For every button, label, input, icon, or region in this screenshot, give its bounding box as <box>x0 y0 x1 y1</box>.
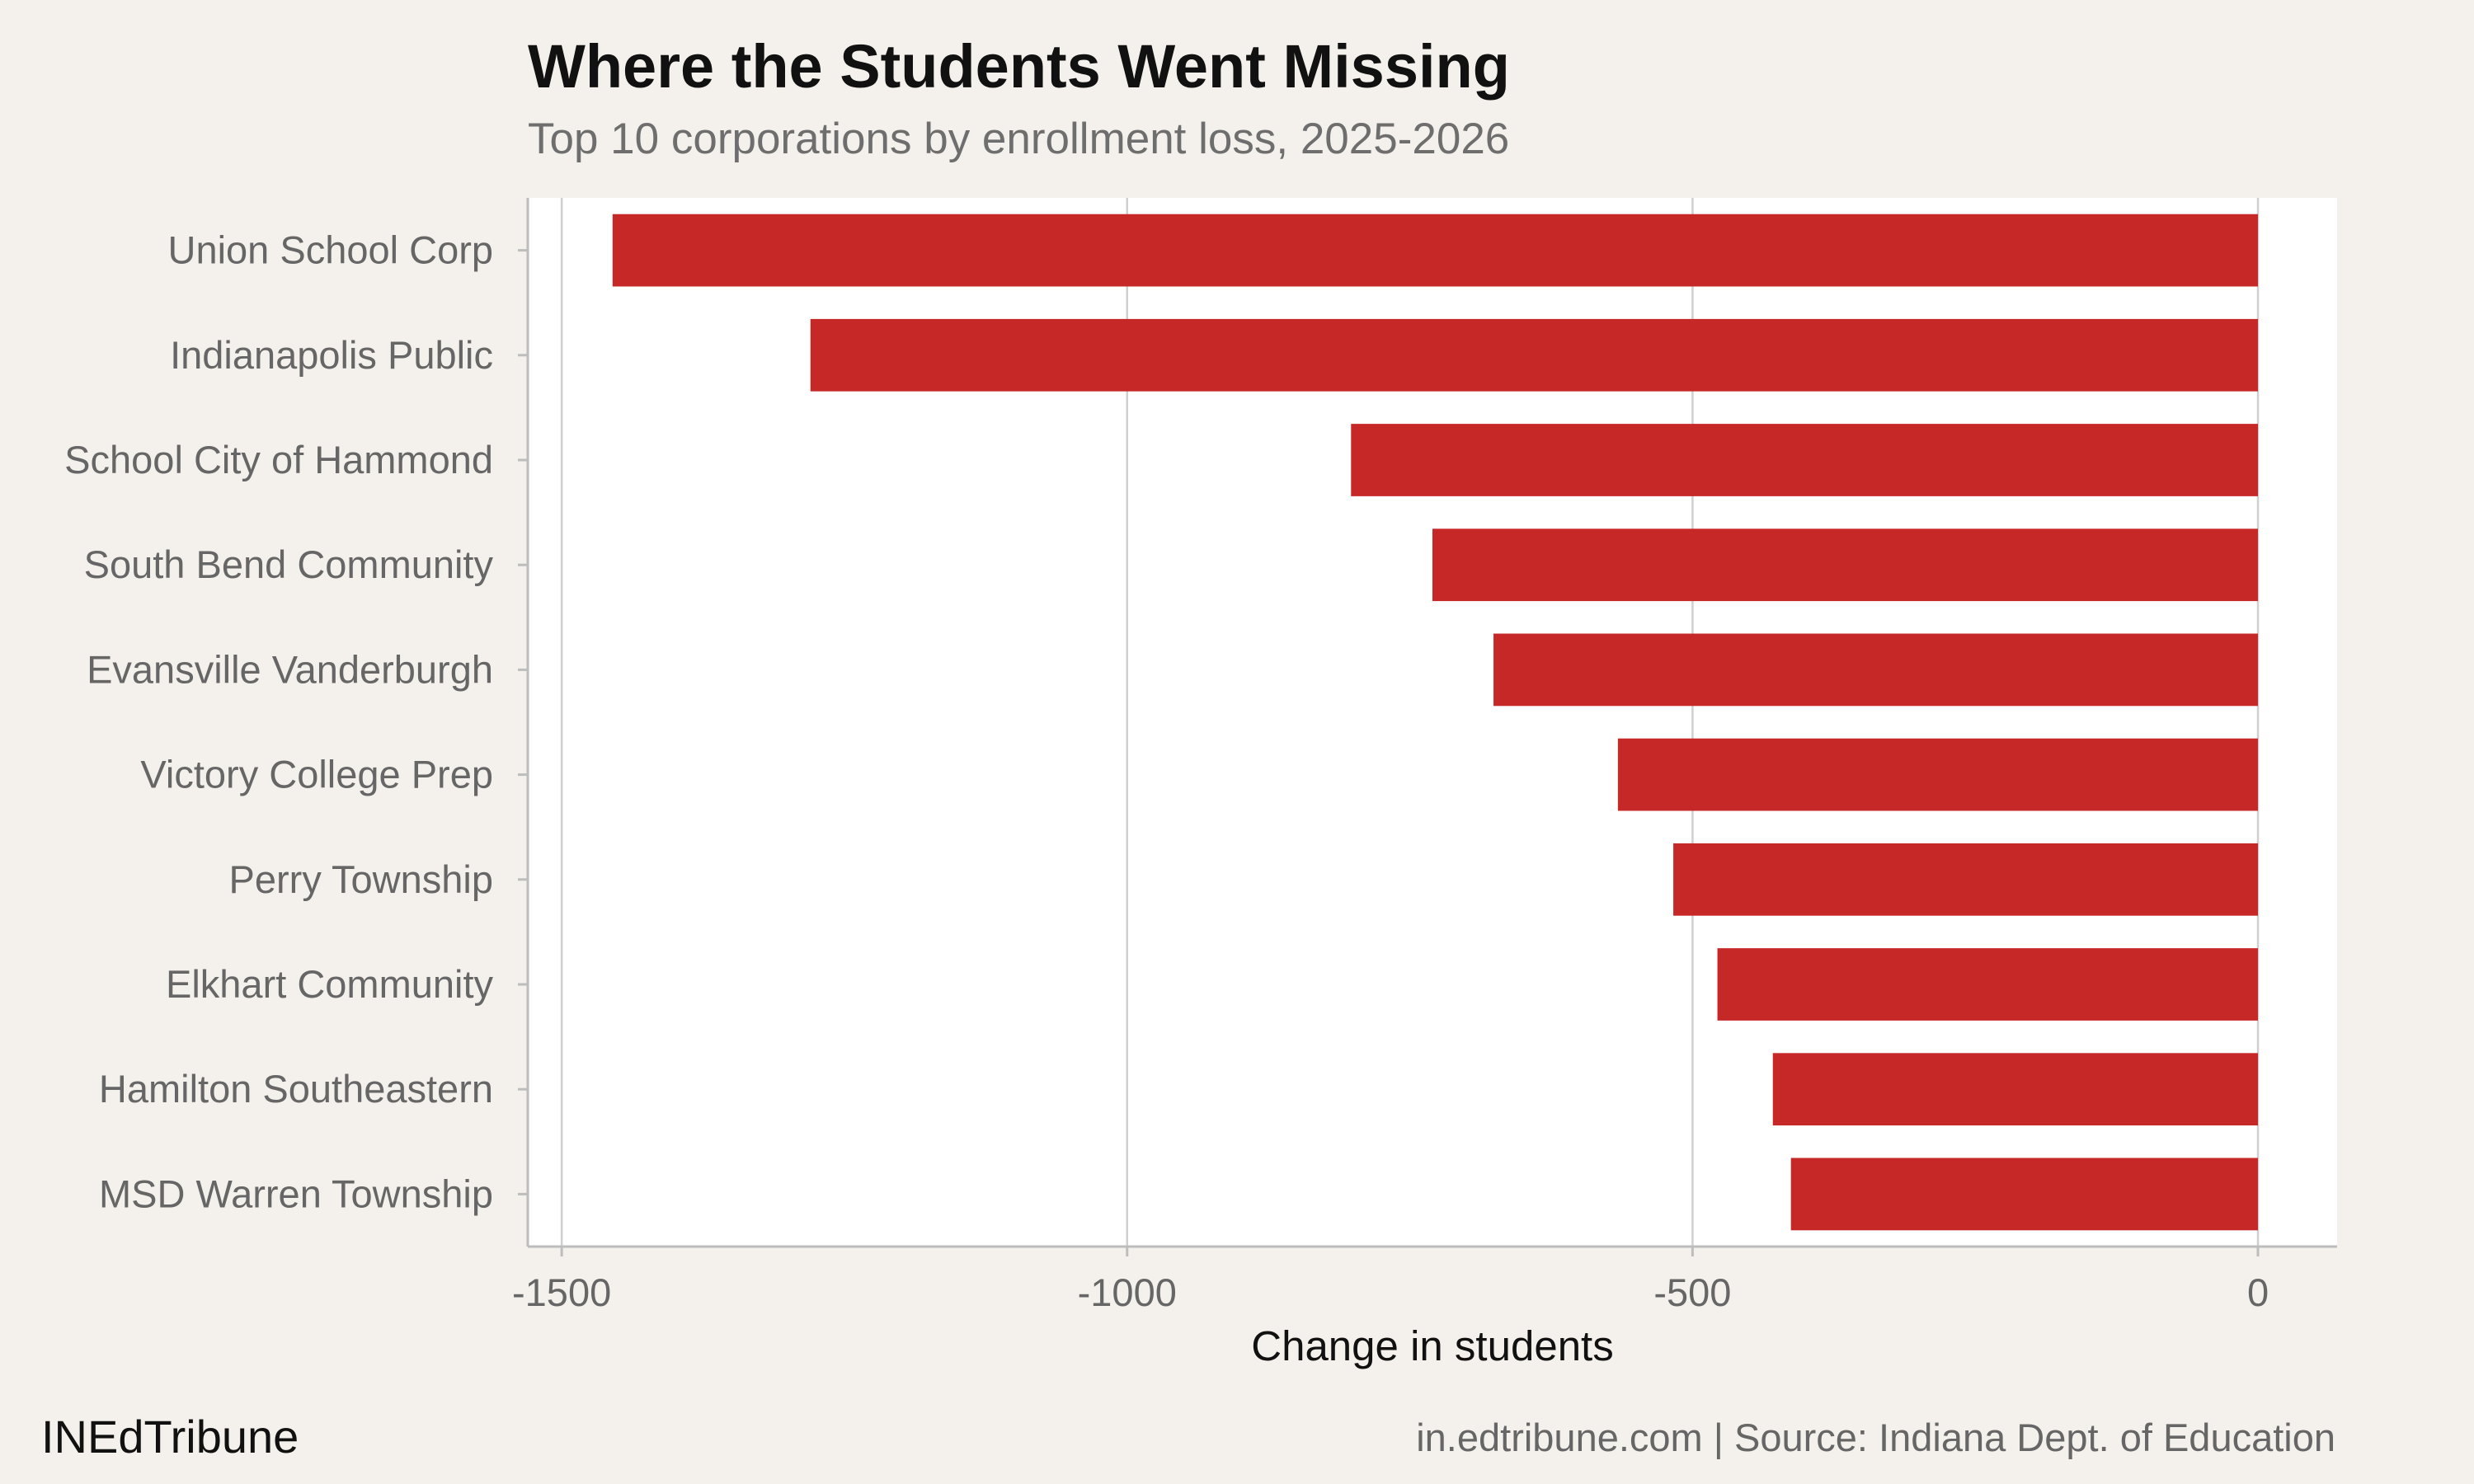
x-tick-label: 0 <box>2247 1270 2269 1314</box>
bar <box>1493 633 2259 707</box>
x-tick-label: -1000 <box>1078 1270 1177 1314</box>
axes <box>518 198 2337 1256</box>
y-tick-label: School City of Hammond <box>64 438 493 481</box>
bars <box>612 214 2259 1231</box>
bar <box>1717 948 2259 1021</box>
bar <box>1351 424 2259 496</box>
y-tick-label: Hamilton Southeastern <box>99 1067 493 1111</box>
bar <box>612 214 2259 287</box>
y-tick-label: Perry Township <box>229 857 493 901</box>
chart-subtitle: Top 10 corporations by enrollment loss, … <box>528 115 1510 163</box>
chart-title: Where the Students Went Missing <box>528 32 1510 101</box>
y-tick-label: Indianapolis Public <box>170 333 493 377</box>
x-axis-title: Change in students <box>1251 1322 1613 1369</box>
bar <box>810 318 2259 392</box>
y-tick-label: Elkhart Community <box>166 962 493 1006</box>
y-tick-label: Victory College Prep <box>140 753 493 796</box>
bar <box>1673 843 2259 916</box>
y-tick-label: South Bend Community <box>84 542 494 586</box>
footer-brand: INEdTribune <box>41 1411 299 1463</box>
bar <box>1790 1158 2259 1231</box>
bar <box>1617 738 2259 811</box>
y-tick-label: Union School Corp <box>168 228 494 272</box>
x-tick-label: -500 <box>1653 1270 1731 1314</box>
y-tick-label: Evansville Vanderburgh <box>87 647 493 691</box>
y-tick-label: MSD Warren Township <box>99 1172 493 1215</box>
x-tick-label: -1500 <box>512 1270 611 1314</box>
tick-labels: -1500 -1000 -500 0 Union School Corp Indianap… <box>64 228 2269 1314</box>
footer-source: in.edtribune.com | Source: Indiana Dept.… <box>1416 1416 2335 1459</box>
bar <box>1432 528 2259 602</box>
bar <box>1772 1053 2259 1126</box>
